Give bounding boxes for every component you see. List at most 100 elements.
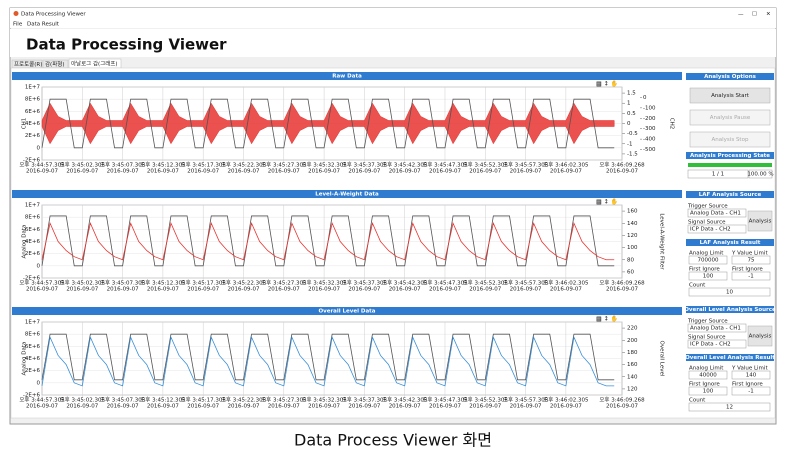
input[interactable] — [688, 271, 728, 281]
dropdown[interactable] — [687, 208, 747, 218]
x-tick-label: 오후 3:45:47.305 — [422, 280, 468, 287]
input[interactable] — [688, 386, 728, 396]
x-tick-label: 오후 3:45:12.305 — [140, 280, 186, 287]
button-label[interactable]: Analysis Start — [711, 93, 750, 99]
y2-tick-label: -1.5 — [627, 151, 638, 157]
plot-toolbar[interactable]: ▦ ↕ ✋ — [596, 80, 618, 88]
y-tick-label: 2E+6 — [25, 133, 41, 139]
x-tick-label: 오후 3:44:57.305 — [19, 280, 65, 287]
y-axis-title: Analog Data — [22, 342, 28, 376]
tab-label[interactable]: 감(파형) — [45, 60, 64, 68]
dropdown-text[interactable]: Analog Data - CH1 — [690, 211, 741, 217]
close[interactable]: ✕ — [766, 12, 771, 18]
tab-label[interactable]: 프로토콜(R) — [14, 61, 42, 68]
x-tick-date: 2016-09-07 — [268, 169, 300, 175]
field-label: Signal Source — [688, 335, 726, 341]
input[interactable] — [731, 255, 771, 265]
plot-toolbar[interactable]: ▦ ↕ ✋ — [596, 198, 618, 206]
y3-tick-label: -200 — [643, 116, 656, 122]
y2-axis-title: Overall Level — [659, 341, 665, 377]
input[interactable] — [731, 386, 771, 396]
y-tick-label: 0 — [37, 263, 41, 269]
x-tick-date: 2016-09-07 — [228, 169, 260, 175]
input-text[interactable]: 100 — [703, 274, 714, 280]
x-tick-label: 오후 3:45:27.305 — [261, 397, 307, 404]
dropdown-text[interactable]: ICP Data - CH2 — [690, 227, 731, 233]
input-text[interactable]: 700000 — [698, 258, 719, 264]
input-text[interactable]: -1 — [748, 389, 753, 395]
input-text[interactable]: 40000 — [699, 373, 717, 379]
button[interactable] — [689, 109, 771, 126]
section-bar — [686, 152, 774, 159]
button[interactable] — [747, 325, 773, 347]
input[interactable] — [688, 255, 728, 265]
button-label[interactable]: Analysis Stop — [712, 137, 749, 143]
button-label[interactable]: Analysis — [749, 334, 772, 340]
dropdown[interactable] — [687, 339, 747, 349]
dropdown-text[interactable]: ICP Data - CH2 — [690, 342, 731, 348]
x-tick-date: 2016-09-07 — [606, 287, 638, 293]
section-bar — [686, 191, 774, 198]
x-tick-date: 2016-09-07 — [550, 404, 582, 410]
x-tick-label: 오후 3:45:37.305 — [342, 280, 388, 287]
dropdown[interactable] — [687, 224, 747, 234]
y3-tick-label: -400 — [643, 137, 656, 143]
plot-toolbar[interactable]: ▦ ↕ ✋ — [596, 315, 618, 323]
input-text[interactable]: 75 — [748, 258, 755, 264]
y-tick-label: 1E+7 — [25, 320, 41, 326]
button[interactable] — [689, 131, 771, 148]
x-tick-label: 오후 3:46:02.305 — [543, 162, 589, 169]
y-tick-label: -2E+6 — [23, 276, 41, 282]
button-label[interactable]: Analysis Pause — [710, 115, 751, 121]
panel-title-bar — [12, 72, 682, 80]
y2-tick-label: 180 — [627, 350, 638, 356]
y2-axis-title: CH2 — [669, 118, 675, 129]
input[interactable] — [731, 271, 771, 281]
y2-tick-label: 1.5 — [627, 91, 636, 97]
x-tick-date: 2016-09-07 — [348, 169, 380, 175]
y2-tick-label: 100 — [627, 245, 638, 251]
dropdown-text[interactable]: Analog Data - CH1 — [690, 326, 741, 332]
tab-label[interactable]: 아날로그 감(그래프) — [71, 60, 118, 68]
x-tick-date: 2016-09-07 — [26, 169, 58, 175]
x-tick-date: 2016-09-07 — [187, 404, 219, 410]
y2-tick-label: 60 — [627, 269, 634, 275]
y-tick-label: 8E+6 — [25, 332, 41, 338]
x-tick-label: 오후 3:45:07.305 — [100, 280, 146, 287]
section-title: LAF Analysis Source — [699, 192, 762, 198]
button-label[interactable]: Analysis — [749, 219, 772, 225]
field-label: First Ignore — [689, 382, 720, 388]
section-title: Analysis Processing State — [690, 153, 770, 159]
y2-tick-label: 120 — [627, 233, 638, 239]
x-tick-date: 2016-09-07 — [469, 404, 501, 410]
x-tick-date: 2016-09-07 — [469, 169, 501, 175]
button[interactable] — [689, 87, 771, 104]
y-tick-label: -2E+6 — [23, 158, 41, 164]
x-tick-date: 2016-09-07 — [147, 287, 179, 293]
y-tick-label: 1E+7 — [25, 85, 41, 91]
section-title: Analysis Options — [704, 74, 757, 80]
y-axis-title: CH1 — [22, 118, 28, 129]
y-tick-label: 4E+6 — [25, 239, 41, 245]
section-bar — [686, 73, 774, 80]
x-tick-date: 2016-09-07 — [510, 287, 542, 293]
input-text[interactable]: -1 — [748, 274, 753, 280]
y2-tick-label: 220 — [627, 326, 638, 332]
input-text[interactable]: 100 — [703, 389, 714, 395]
y2-tick-label: 0 — [627, 121, 631, 127]
input[interactable] — [688, 370, 728, 380]
menu-item[interactable]: Data Result — [27, 22, 60, 28]
menu-item[interactable]: File — [13, 22, 23, 28]
dropdown[interactable] — [687, 323, 747, 333]
field-label: Y Value Limit — [731, 366, 768, 372]
input-text[interactable]: 140 — [746, 373, 757, 379]
minimize[interactable]: — — [738, 12, 744, 18]
x-tick-date: 2016-09-07 — [348, 404, 380, 410]
x-tick-label: 오후 3:45:12.305 — [140, 162, 186, 169]
series-line — [41, 333, 615, 381]
y-tick-label: -2E+6 — [23, 393, 41, 399]
button[interactable] — [747, 210, 773, 232]
y-axis-title: Analog Data — [22, 225, 28, 259]
maximize[interactable]: ☐ — [752, 11, 757, 18]
input[interactable] — [731, 370, 771, 380]
